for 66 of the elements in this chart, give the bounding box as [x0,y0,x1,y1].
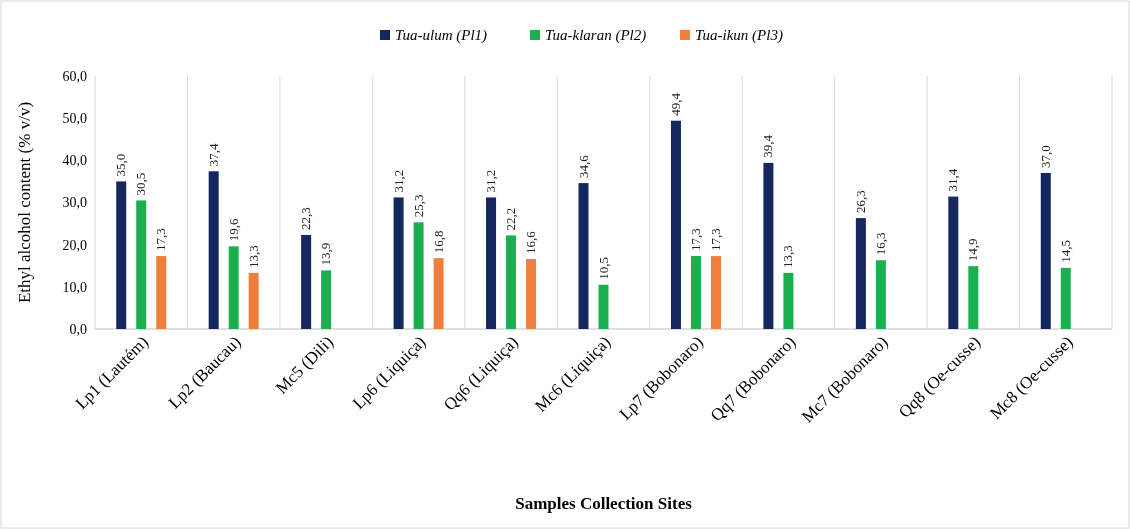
bar [875,260,886,329]
bar [486,197,497,329]
bar [1040,172,1051,329]
bar [413,222,424,329]
bar [301,234,312,329]
data-label: 37,0 [1037,145,1053,168]
bar [526,259,537,329]
y-tick-label: 10,0 [62,279,87,295]
bar [248,272,259,329]
bar [968,266,979,329]
y-tick-label: 40,0 [62,153,87,169]
data-label: 31,2 [390,169,406,193]
bar [321,270,332,329]
y-tick-label: 20,0 [62,237,87,253]
data-label: 22,2 [503,207,519,231]
bar [136,200,147,329]
bar [228,246,239,329]
data-label: 17,3 [707,228,723,252]
data-label: 30,5 [133,172,149,196]
bar [393,197,404,329]
y-tick-label: 30,0 [62,195,87,211]
bar [156,256,167,329]
x-axis-title: Samples Collection Sites [515,494,693,513]
data-label: 25,3 [410,194,426,218]
data-label: 10,5 [595,256,611,280]
bar [783,272,794,329]
bar [763,162,774,329]
data-label: 14,9 [965,238,981,262]
y-tick-label: 60,0 [62,68,87,84]
bar [855,218,866,329]
data-label: 31,2 [483,169,499,193]
bar [578,183,589,329]
bar [598,284,609,329]
legend-label: Tua-ikun (Pl3) [695,27,783,44]
bar [670,120,681,329]
bar [948,196,959,329]
bar [433,258,444,329]
data-label: 26,3 [852,190,868,214]
data-label: 16,8 [430,230,446,254]
data-label: 35,0 [113,153,129,177]
data-label: 13,3 [780,245,796,268]
bar [1060,267,1071,329]
data-label: 39,4 [760,134,776,158]
data-label: 13,3 [245,245,261,268]
data-label: 16,3 [872,232,888,256]
data-label: 16,6 [523,230,539,254]
data-label: 14,5 [1057,240,1073,263]
bar [116,181,127,329]
data-label: 34,6 [575,154,591,179]
y-axis-title: Ethyl alcohol content (% v/v) [15,101,34,304]
data-label: 13,9 [318,242,334,266]
data-label: 19,6 [225,218,241,242]
y-tick-label: 0,0 [69,321,87,337]
legend-label: Tua-ulum (Pl1) [395,27,488,44]
data-label: 49,4 [667,92,683,116]
bar [208,171,219,329]
data-label: 22,3 [298,207,314,230]
legend-label: Tua-klaran (Pl2) [545,27,647,44]
bar [506,235,517,329]
bar [710,256,721,329]
y-tick-label: 50,0 [62,111,87,127]
bar [690,256,701,329]
data-label: 17,3 [687,228,703,252]
data-label: 37,4 [205,143,221,167]
data-label: 17,3 [153,228,169,252]
data-label: 31,4 [945,168,961,192]
